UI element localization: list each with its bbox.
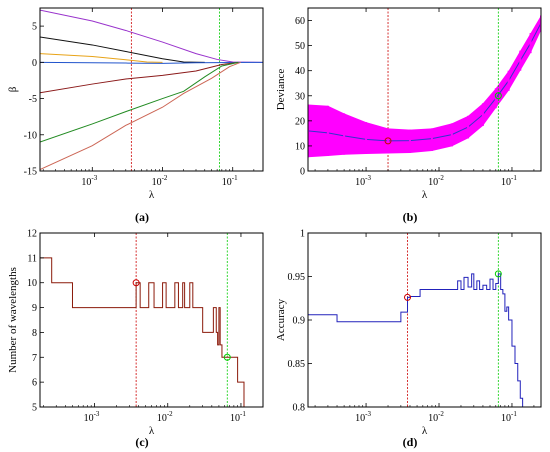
y-tick-label: 7 bbox=[32, 353, 37, 364]
marker-red-b bbox=[384, 137, 392, 145]
y-tick-label: 0.9 bbox=[293, 316, 306, 327]
plot-area-d bbox=[308, 233, 524, 407]
axes-box-d bbox=[307, 232, 542, 408]
plot-area-b bbox=[308, 8, 541, 171]
axes-box-c bbox=[39, 232, 264, 408]
panel-label-b: (b) bbox=[403, 210, 418, 224]
y-axis-label-b: Deviance bbox=[275, 69, 287, 111]
x-tick-label: 10-1 bbox=[501, 174, 517, 188]
panel-label-a: (a) bbox=[135, 210, 149, 224]
y-tick-label: 0.8 bbox=[293, 403, 306, 414]
axes-box-a bbox=[39, 7, 264, 172]
panel-label-c: (c) bbox=[135, 435, 148, 449]
y-tick-label: -10 bbox=[24, 130, 37, 141]
y-tick-label: 50 bbox=[295, 41, 305, 52]
x-tick-label: 10-3 bbox=[355, 174, 371, 188]
series-line-a-3 bbox=[40, 61, 263, 64]
y-tick-label: 0 bbox=[300, 167, 305, 178]
y-tick-label: 0.95 bbox=[288, 272, 306, 283]
x-tick-label: 10-2 bbox=[157, 410, 173, 424]
y-tick-label: 10 bbox=[295, 141, 305, 152]
series-line-d-0 bbox=[308, 273, 524, 407]
y-tick-label: 6 bbox=[32, 378, 37, 389]
y-tick-label: 12 bbox=[27, 229, 37, 240]
series-line-a-0 bbox=[40, 9, 263, 63]
series-line-a-4 bbox=[40, 61, 239, 94]
panel-c: 10-3 10-2 10-1 5 6 7 8 9 10 11 12 λ Number of wavele… bbox=[7, 229, 264, 437]
y-tick-label: 60 bbox=[295, 16, 305, 27]
y-tick-label: -5 bbox=[29, 94, 37, 105]
x-tick-label: 10-2 bbox=[428, 174, 444, 188]
x-tick-label: 10-2 bbox=[152, 174, 168, 188]
y-axis-label-d: Accuracy bbox=[275, 298, 287, 341]
x-tick-label: 10-1 bbox=[230, 410, 246, 424]
x-axis-label-c: λ bbox=[149, 425, 155, 437]
marker-green-d bbox=[494, 270, 502, 278]
marker-green-b bbox=[494, 92, 502, 100]
series-line-a-1 bbox=[40, 36, 205, 63]
y-tick-label: 5 bbox=[32, 22, 37, 33]
y-tick-label: 9 bbox=[32, 303, 37, 314]
y-tick-label: 0 bbox=[32, 58, 37, 69]
panel-d: 10-3 10-2 10-1 0.8 0.85 0.9 0.95 1 λ Accuracy bbox=[275, 229, 542, 437]
x-tick-label: 10-1 bbox=[222, 174, 238, 188]
marker-red-d bbox=[404, 293, 412, 301]
panel-a: 10-3 10-2 10-1 -15 -10 -5 0 5 λ β bbox=[7, 7, 264, 201]
x-axis-label-b: λ bbox=[422, 189, 428, 201]
series-line-a-6 bbox=[40, 61, 241, 171]
y-tick-label: 1 bbox=[300, 229, 305, 240]
x-tick-label: 10-1 bbox=[501, 410, 517, 424]
y-tick-label: 20 bbox=[295, 116, 305, 127]
series-line-c-0 bbox=[40, 257, 250, 407]
y-axis-label-c: Number of wavelengths bbox=[7, 267, 19, 373]
marker-green-c bbox=[223, 353, 231, 361]
y-tick-label: -15 bbox=[24, 167, 37, 178]
y-axis-label-a: β bbox=[7, 86, 19, 92]
x-axis-label-d: λ bbox=[422, 425, 428, 437]
y-tick-label: 10 bbox=[27, 278, 37, 289]
x-axis-label-a: λ bbox=[149, 189, 155, 201]
x-tick-label: 10-3 bbox=[355, 410, 371, 424]
panel-label-d: (d) bbox=[403, 435, 418, 449]
y-tick-label: 40 bbox=[295, 66, 305, 77]
series-line-a-5 bbox=[40, 61, 239, 143]
x-tick-label: 10-3 bbox=[84, 410, 100, 424]
y-tick-label: 8 bbox=[32, 328, 37, 339]
x-tick-label: 10-3 bbox=[81, 174, 97, 188]
y-tick-label: 5 bbox=[32, 403, 37, 414]
y-tick-label: 0.85 bbox=[288, 359, 306, 370]
series-line-a-2 bbox=[40, 53, 163, 63]
panel-b: 10-3 10-2 10-1 0 10 20 30 40 50 60 λ Deviance bbox=[275, 7, 542, 201]
y-tick-label: 11 bbox=[27, 253, 37, 264]
x-tick-label: 10-2 bbox=[428, 410, 444, 424]
y-tick-label: 30 bbox=[295, 91, 305, 102]
marker-red-c bbox=[132, 279, 140, 287]
plot-area-a bbox=[40, 8, 263, 171]
axes-box-b bbox=[307, 7, 542, 172]
plot-area-c bbox=[40, 233, 250, 407]
